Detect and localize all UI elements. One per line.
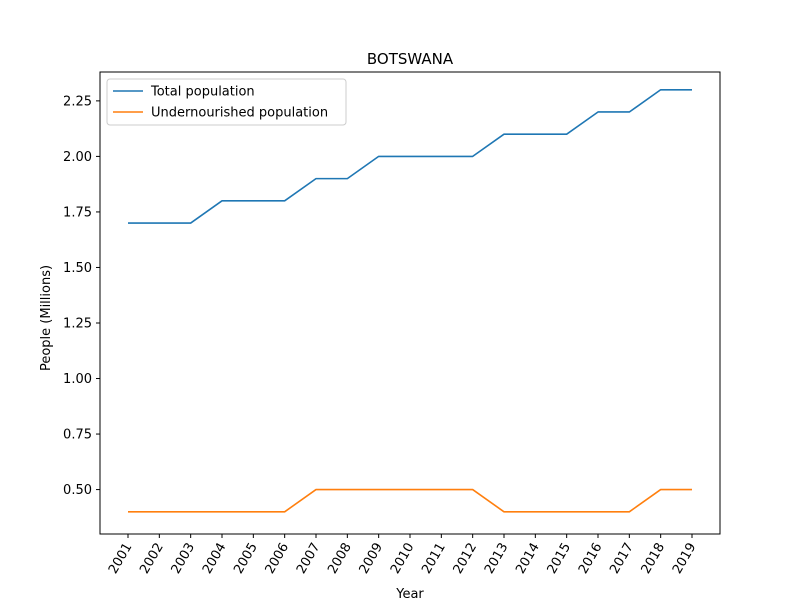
data-point	[565, 133, 568, 136]
x-tick-label: 2003	[169, 541, 199, 577]
legend-label: Undernourished population	[151, 106, 328, 121]
x-tick-label: 2016	[576, 541, 606, 577]
y-tick-label: 1.25	[63, 316, 92, 331]
x-tick-label: 2009	[357, 541, 387, 577]
x-tick-label: 2005	[231, 541, 261, 577]
data-point	[221, 199, 224, 202]
y-tick-label: 0.50	[63, 483, 92, 498]
series-line-total-population	[128, 88, 692, 224]
data-point	[628, 510, 631, 513]
data-point	[283, 199, 286, 202]
y-tick-label: 1.75	[63, 205, 92, 220]
data-point	[503, 133, 506, 136]
data-point	[440, 155, 443, 158]
y-tick-label: 2.25	[63, 94, 92, 109]
data-point	[659, 88, 662, 91]
data-point	[597, 110, 600, 113]
plot-area: 0.50 0.75 1.00 1.25 1.50 1.75 2.00 2.25 2001 2002…	[63, 71, 721, 577]
data-point	[409, 488, 412, 491]
data-point	[628, 110, 631, 113]
x-tick-label: 2002	[137, 541, 167, 577]
data-point	[283, 510, 286, 513]
data-point	[127, 510, 130, 513]
data-point	[597, 510, 600, 513]
data-point	[158, 510, 161, 513]
legend-box	[106, 78, 347, 126]
x-tick-label: 2010	[388, 541, 418, 577]
y-axis-label: People (Millions)	[39, 265, 54, 371]
data-point	[127, 222, 130, 225]
data-point	[471, 488, 474, 491]
x-tick-label: 2013	[482, 541, 512, 577]
x-tick-label: 2014	[513, 541, 543, 577]
x-tick-label: 2004	[200, 541, 230, 577]
x-tick-label: 2011	[419, 541, 449, 577]
data-point	[691, 488, 694, 491]
x-tick-label: 2007	[294, 541, 324, 577]
data-point	[158, 222, 161, 225]
data-point	[189, 222, 192, 225]
x-tick-label: 2017	[607, 541, 637, 577]
legend-label: Total population	[150, 85, 255, 100]
data-point	[377, 488, 380, 491]
plot-frame	[99, 71, 721, 535]
data-point	[534, 133, 537, 136]
series-line-undernourished-population	[128, 488, 692, 513]
data-point	[534, 510, 537, 513]
y-tick-label: 0.75	[63, 428, 92, 443]
x-tick-label: 2006	[263, 541, 293, 577]
data-point	[471, 155, 474, 158]
data-point	[189, 510, 192, 513]
x-tick-label: 2012	[451, 541, 481, 577]
data-point	[315, 488, 318, 491]
data-point	[252, 510, 255, 513]
x-tick-label: 2008	[325, 541, 355, 577]
x-tick-label: 2001	[106, 541, 136, 577]
data-point	[691, 88, 694, 91]
x-axis-label: Year	[395, 587, 424, 600]
data-point	[346, 488, 349, 491]
data-point	[252, 199, 255, 202]
chart-title: BOTSWANA	[367, 50, 454, 68]
y-tick-label: 1.50	[63, 261, 92, 276]
data-point	[409, 155, 412, 158]
y-tick-label: 2.00	[63, 150, 92, 165]
y-tick-label: 1.00	[63, 372, 92, 387]
data-point	[377, 155, 380, 158]
x-tick-label: 2015	[545, 541, 575, 577]
data-point	[503, 510, 506, 513]
data-point	[346, 177, 349, 180]
data-point	[440, 488, 443, 491]
data-point	[659, 488, 662, 491]
x-tick-label: 2018	[639, 541, 669, 577]
data-point	[565, 510, 568, 513]
data-point	[315, 177, 318, 180]
x-tick-label: 2019	[670, 541, 700, 577]
data-point	[221, 510, 224, 513]
